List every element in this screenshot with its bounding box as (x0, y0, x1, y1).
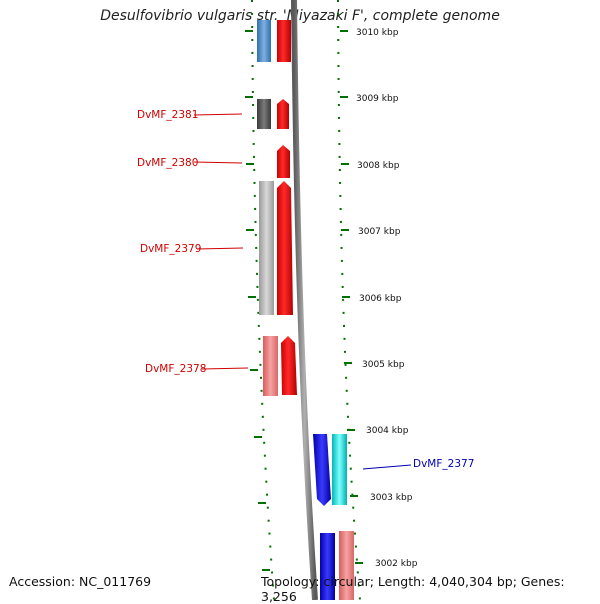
scale-label-3008: 3008 kbp (357, 161, 400, 171)
gene-block-top-blue[interactable] (257, 20, 271, 62)
gene-2380-cds-arrow[interactable] (277, 145, 290, 178)
gene-leader-lines (193, 113, 412, 470)
gene-block-bottom-pink[interactable] (339, 531, 354, 600)
scale-label-3002: 3002 kbp (375, 559, 418, 569)
gene-label-dvmf-2379[interactable]: DvMF_2379 (140, 243, 201, 255)
genome-backbone (291, 0, 318, 600)
gene-2378-cds-arrow[interactable] (281, 336, 297, 395)
major-ticks-right (340, 30, 363, 564)
gene-2379-feature[interactable] (259, 181, 274, 315)
gene-2378-feature[interactable] (263, 336, 278, 396)
scale-label-3003: 3003 kbp (370, 493, 413, 503)
gene-2377-feature[interactable] (332, 434, 347, 505)
scale-label-3010: 3010 kbp (356, 28, 399, 38)
gene-block-bottom-navy[interactable] (320, 533, 335, 600)
scale-label-3009: 3009 kbp (356, 94, 399, 104)
gene-block-top-red[interactable] (277, 20, 291, 62)
gene-label-dvmf-2381[interactable]: DvMF_2381 (137, 109, 198, 121)
gene-2381-cds-arrow[interactable] (277, 99, 289, 129)
accession-text: Accession: NC_011769 (9, 574, 152, 589)
scale-labels: 3010 kbp 3009 kbp 3008 kbp 3007 kbp 3006… (356, 28, 418, 569)
scale-label-3007: 3007 kbp (358, 227, 401, 237)
outer-tick-track (337, 0, 361, 600)
gene-label-dvmf-2380[interactable]: DvMF_2380 (137, 157, 198, 169)
gene-2377-cds-arrow[interactable] (313, 434, 331, 506)
genome-title: Desulfovibrio vulgaris str. 'Miyazaki F'… (100, 8, 500, 24)
gene-2379-cds-arrow[interactable] (277, 181, 293, 315)
gene-2381-feature[interactable] (257, 99, 271, 129)
scale-label-3004: 3004 kbp (366, 426, 409, 436)
scale-label-3006: 3006 kbp (359, 294, 402, 304)
major-ticks-left (245, 30, 270, 571)
gene-label-dvmf-2377[interactable]: DvMF_2377 (413, 458, 474, 470)
gene-label-dvmf-2378[interactable]: DvMF_2378 (145, 363, 206, 375)
scale-label-3005: 3005 kbp (362, 360, 405, 370)
